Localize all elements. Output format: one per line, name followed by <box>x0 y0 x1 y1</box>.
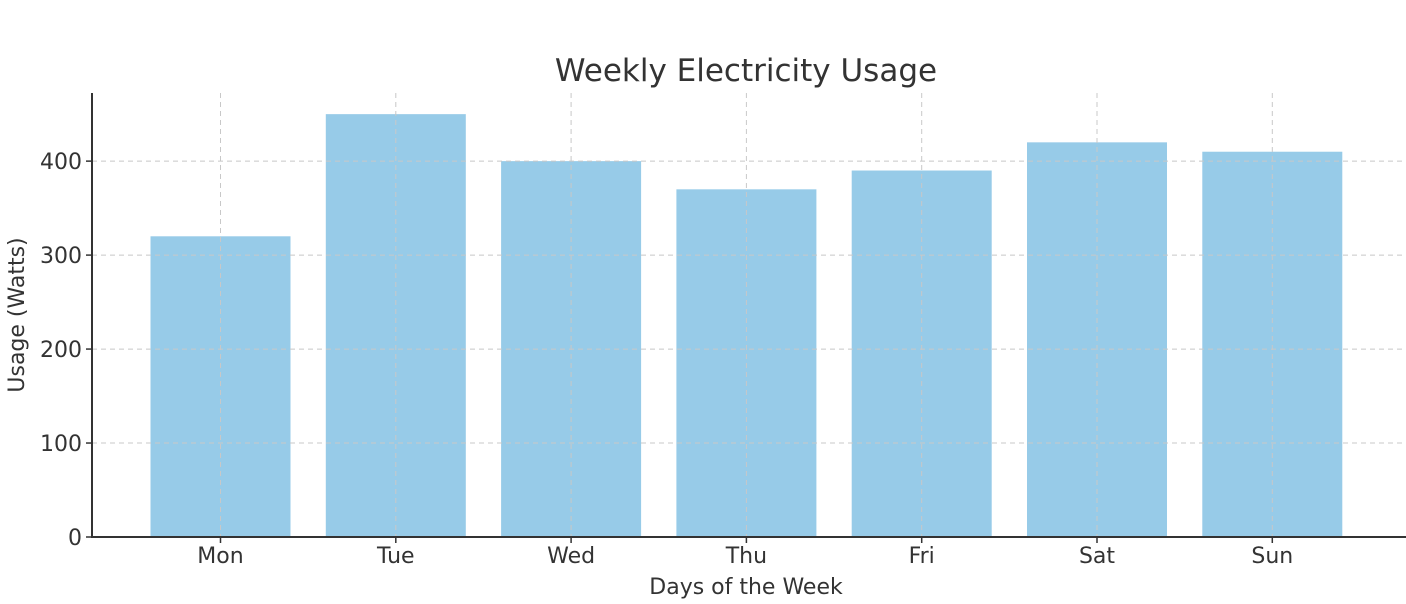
grid-lines <box>92 93 1406 537</box>
x-tick-label: Wed <box>547 544 595 569</box>
y-tick-label: 0 <box>68 526 82 551</box>
chart-title: Weekly Electricity Usage <box>555 53 937 89</box>
x-axis-title: Days of the Week <box>649 575 843 600</box>
x-tick-label: Mon <box>197 544 243 569</box>
y-tick-label: 300 <box>40 244 82 269</box>
y-tick-labels: 0 100 200 300 400 <box>40 150 92 551</box>
y-tick-label: 200 <box>40 338 82 363</box>
x-tick-label: Tue <box>376 544 415 569</box>
bar-sun <box>1202 151 1343 537</box>
x-tick-label: Thu <box>725 544 767 569</box>
y-tick-label: 100 <box>40 432 82 457</box>
x-tick-labels: Mon Tue Wed Thu Fri Sat Sun <box>197 537 1293 569</box>
x-tick-label: Fri <box>909 544 935 569</box>
axes <box>91 93 1406 538</box>
y-tick-label: 400 <box>40 150 82 175</box>
x-tick-label: Sat <box>1079 544 1115 569</box>
y-axis-title: Usage (Watts) <box>5 237 30 392</box>
x-tick-label: Sun <box>1251 544 1293 569</box>
